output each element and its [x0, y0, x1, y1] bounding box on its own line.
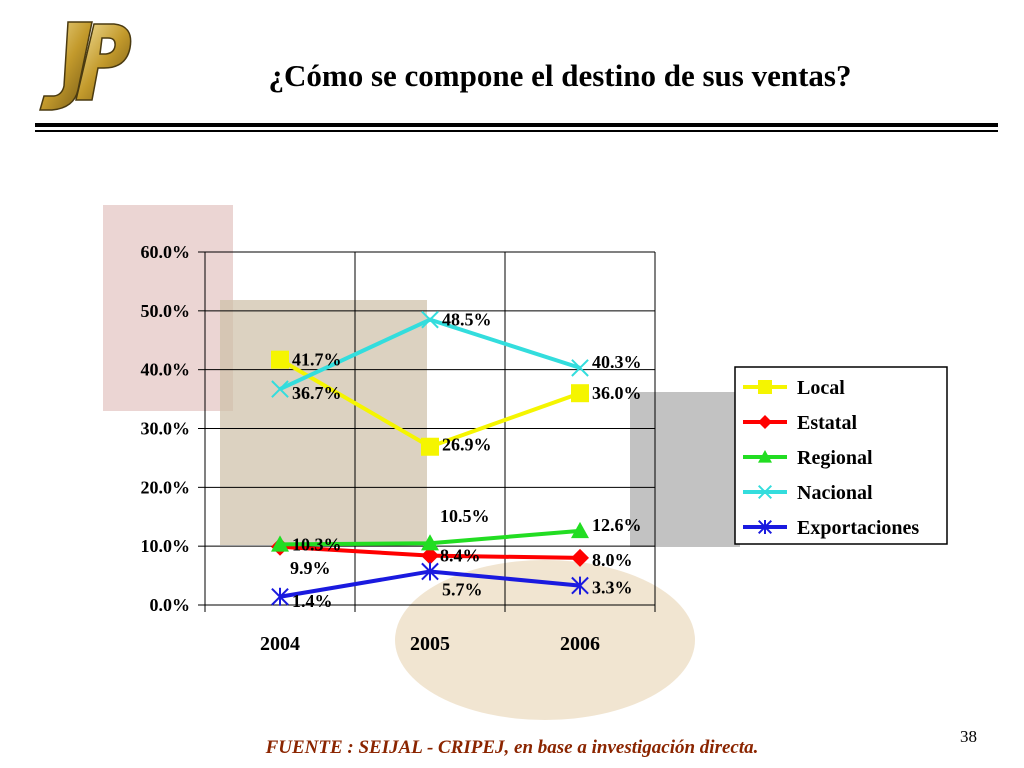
- data-point: [421, 437, 439, 456]
- y-tick-label: 50.0%: [141, 301, 191, 321]
- legend-label: Exportaciones: [797, 517, 919, 539]
- legend-label: Local: [797, 377, 845, 399]
- x-tick-label: 2004: [260, 633, 300, 655]
- data-label: 10.3%: [292, 534, 342, 554]
- background-photo: [220, 300, 427, 545]
- data-point: [271, 380, 289, 398]
- data-label: 40.3%: [592, 352, 642, 372]
- data-label: 3.3%: [592, 578, 633, 598]
- data-point: [571, 576, 589, 595]
- data-point: [758, 415, 772, 429]
- marker-stroke: [757, 484, 773, 500]
- page-number: 38: [960, 727, 977, 746]
- data-label: 8.0%: [592, 550, 633, 570]
- page-title: ¿Cómo se compone el destino de sus venta…: [268, 58, 852, 93]
- data-point: [421, 534, 439, 551]
- y-tick-label: 0.0%: [150, 595, 191, 615]
- marker-stroke: [421, 310, 439, 329]
- jp-logo: [39, 21, 132, 111]
- y-tick-label: 30.0%: [141, 419, 191, 439]
- y-tick-label: 60.0%: [141, 242, 191, 262]
- background-photo: [103, 205, 233, 411]
- data-point: [271, 350, 289, 369]
- data-point: [758, 450, 772, 463]
- y-tick-label: 10.0%: [141, 536, 191, 556]
- data-point: [571, 521, 589, 539]
- legend-label: Nacional: [797, 482, 873, 504]
- background-photos: [103, 205, 740, 720]
- data-label: 5.7%: [442, 579, 483, 599]
- marker-stroke: [271, 380, 289, 398]
- data-label: 9.9%: [290, 558, 331, 578]
- data-label: 41.7%: [292, 350, 342, 370]
- title-rule-thin: [35, 130, 998, 132]
- data-label: 36.0%: [592, 383, 642, 403]
- data-point: [571, 384, 589, 403]
- marker-stroke: [571, 359, 589, 377]
- background-photo: [395, 560, 695, 720]
- data-label: 10.5%: [440, 506, 490, 526]
- data-point: [271, 587, 289, 606]
- data-point: [571, 548, 589, 567]
- background-photo: [630, 392, 740, 547]
- data-label: 36.7%: [292, 383, 342, 403]
- data-label: 8.4%: [440, 546, 481, 566]
- data-point: [758, 380, 772, 394]
- x-tick-label: 2006: [560, 633, 600, 655]
- source-footer: FUENTE : SEIJAL - CRIPEJ, en base a inve…: [265, 737, 759, 758]
- title-rule-thick: [35, 123, 998, 127]
- legend-label: Estatal: [797, 412, 857, 434]
- data-point: [757, 519, 773, 535]
- data-label: 48.5%: [442, 310, 492, 330]
- data-point: [421, 310, 439, 329]
- legend-label: Regional: [797, 447, 873, 469]
- data-point: [421, 546, 439, 565]
- data-point: [571, 359, 589, 377]
- x-tick-label: 2005: [410, 633, 450, 655]
- y-tick-label: 40.0%: [141, 360, 191, 380]
- data-label: 26.9%: [442, 435, 492, 455]
- data-label: 1.4%: [292, 591, 333, 611]
- data-point: [757, 484, 773, 500]
- y-tick-label: 20.0%: [141, 477, 191, 497]
- data-point: [421, 562, 439, 581]
- data-label: 12.6%: [592, 515, 642, 535]
- data-point: [271, 535, 289, 552]
